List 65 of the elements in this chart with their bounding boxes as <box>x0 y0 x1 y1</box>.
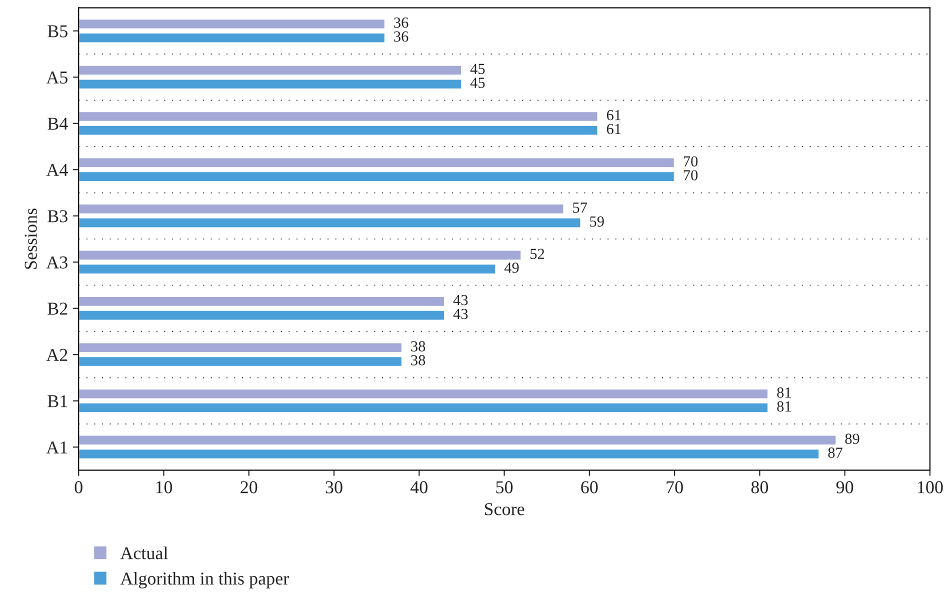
x-tick-label: 60 <box>581 481 598 494</box>
x-tick-label: 100 <box>918 481 943 494</box>
data-label: 38 <box>411 355 426 366</box>
x-tick-label: 20 <box>240 481 258 494</box>
y-tick-label: A3 <box>46 256 68 269</box>
data-label: 52 <box>530 248 544 260</box>
bar <box>78 203 565 215</box>
y-tick-label: A1 <box>46 441 68 454</box>
data-label: 49 <box>504 262 519 273</box>
bar <box>78 263 496 275</box>
bar <box>78 402 769 414</box>
data-label: 43 <box>453 294 468 306</box>
x-tick-label: 30 <box>326 481 342 494</box>
y-tick-label: A4 <box>46 164 68 176</box>
bar <box>78 448 820 460</box>
data-label: 43 <box>453 308 468 320</box>
x-tick-label: 10 <box>156 481 172 494</box>
data-label: 70 <box>684 156 698 167</box>
data-label: 45 <box>470 78 485 88</box>
data-label: 36 <box>394 31 408 42</box>
x-tick-label: 50 <box>496 481 513 494</box>
data-label: 81 <box>777 401 791 412</box>
bar <box>78 32 386 44</box>
y-tick-label: A2 <box>46 348 68 361</box>
data-label: 59 <box>590 216 604 227</box>
data-label: 70 <box>684 170 698 180</box>
x-tick-label: 40 <box>410 481 428 494</box>
x-tick-label: 90 <box>836 481 854 494</box>
data-label: 87 <box>828 448 842 458</box>
bar <box>78 156 676 168</box>
bar <box>78 124 599 136</box>
data-label: 89 <box>845 434 860 444</box>
data-label: 57 <box>573 202 588 213</box>
y-tick-label: B2 <box>48 302 68 315</box>
legend-label: Actual <box>120 546 168 560</box>
bar <box>78 64 462 76</box>
legend-label: Algorithm in this paper <box>120 572 289 588</box>
y-tick-label: B1 <box>48 395 68 408</box>
bar <box>78 18 386 30</box>
y-tick-label: B5 <box>48 25 68 38</box>
data-label: 36 <box>394 18 408 28</box>
x-tick-label: 0 <box>74 481 82 494</box>
bar <box>78 356 403 368</box>
y-tick-label: A5 <box>46 71 68 84</box>
x-tick-label: 70 <box>666 481 683 494</box>
y-tick-label: B4 <box>48 118 68 130</box>
bar <box>78 310 446 322</box>
bar <box>78 170 676 182</box>
data-label: 61 <box>606 110 621 120</box>
data-label: 38 <box>411 341 426 352</box>
bar <box>78 110 599 122</box>
bar <box>78 342 403 354</box>
y-axis-title: Sessions <box>24 208 37 269</box>
bar <box>78 217 582 229</box>
bar <box>78 434 837 446</box>
y-tick-label: B3 <box>48 210 68 222</box>
x-tick-label: 80 <box>751 481 768 494</box>
bar <box>78 249 522 261</box>
data-label: 61 <box>606 124 621 134</box>
bar <box>78 78 462 90</box>
bar <box>78 296 446 308</box>
data-label: 81 <box>777 387 791 398</box>
data-label: 45 <box>470 64 485 74</box>
x-axis-title: Score <box>484 503 524 516</box>
bar <box>78 388 769 400</box>
